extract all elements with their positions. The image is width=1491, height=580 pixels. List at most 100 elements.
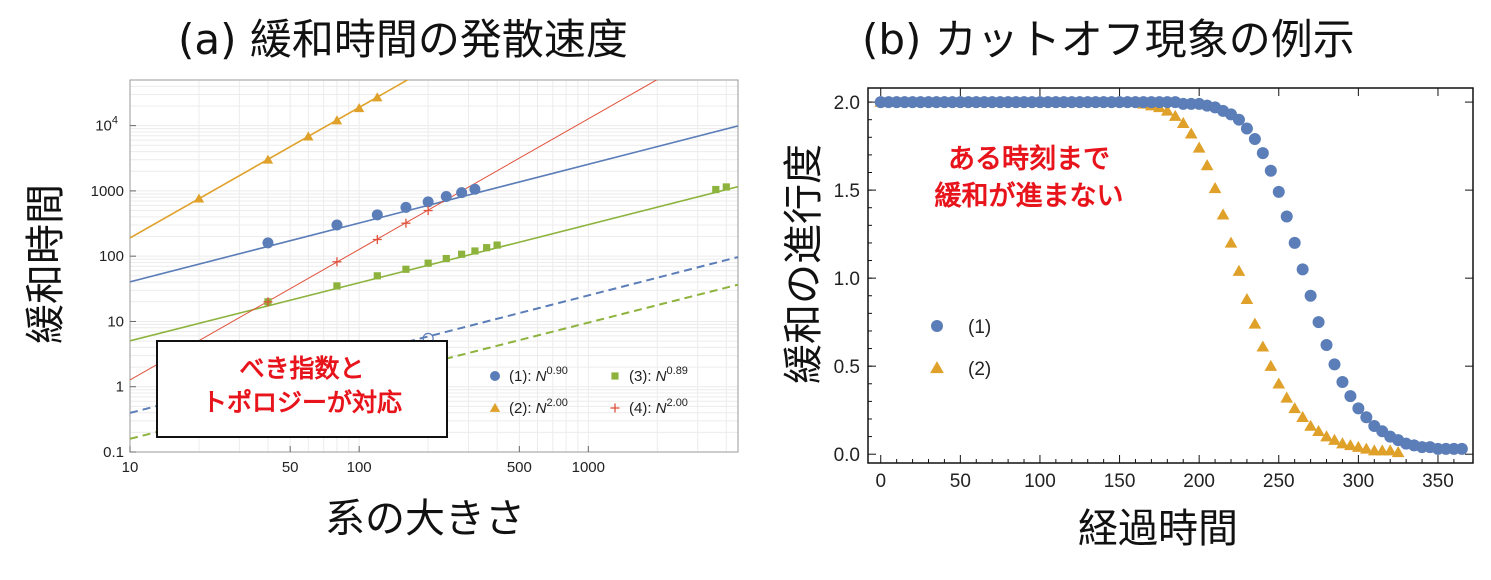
series-1-point [422, 196, 434, 208]
panel-b-chart: 0 50 100 150 200 250 300 350 0.0 0.5 1.0 1.5 2.0 ある時刻… [834, 87, 1474, 492]
panel-a-legend: (1): N0.90(2): N2.00(3): N0.89(4): N2.00 [489, 365, 688, 417]
series-2-point [1383, 444, 1397, 456]
legend-b-marker-1 [931, 320, 943, 332]
series-4-point [263, 297, 273, 307]
panel-b-x-tick-label: 50 [950, 471, 971, 492]
series-2-point [1216, 208, 1230, 220]
series-2-point [1288, 402, 1302, 414]
series-2-point [1312, 424, 1325, 437]
legend-b-marker-2 [930, 361, 944, 374]
series-2-point [1200, 159, 1214, 171]
series-2-point [1248, 317, 1262, 329]
series-1-point [262, 237, 274, 249]
series-4-point [332, 257, 342, 267]
series-2-point [1184, 127, 1198, 139]
panel-a-x-tick-label: 10 [122, 459, 139, 476]
series-2-point [1160, 104, 1174, 116]
series-1-point [1455, 442, 1468, 455]
series-3-point [458, 250, 466, 258]
series-2-point [1336, 437, 1349, 449]
series-2-point [1208, 182, 1222, 194]
series-2-point [1328, 433, 1341, 445]
panel-b-legend: (1) (2) [930, 317, 991, 380]
series-1-point [1240, 122, 1253, 135]
legend-b-label-2: (2) [968, 359, 991, 380]
series-1-point [371, 209, 383, 221]
series-2-point [1272, 377, 1286, 389]
panel-a-x-tick-label: 100 [347, 459, 372, 476]
panel-b-x-tick-label: 200 [1183, 471, 1215, 492]
annotation-line: トポロジーが対応 [202, 388, 402, 417]
panel-b-points [874, 95, 1468, 458]
panel-b-x-tick-label: 0 [875, 471, 886, 492]
series-2-point [1240, 292, 1254, 305]
annotation-box [156, 340, 448, 438]
series-1-point [440, 191, 452, 203]
panel-a-y-tick-label: 100 [99, 248, 124, 265]
panel-a-y-tick-label: 0.1 [103, 444, 124, 461]
series-2-point [1224, 236, 1238, 248]
panel-a-chart: 10 50 100 500 10000.11101001000104べき指数とトポロジー… [91, 79, 739, 476]
series-1-point [1280, 210, 1293, 223]
series-1-point [456, 187, 468, 199]
series-2-point [1344, 439, 1357, 451]
panel-a-y-tick-label: 1000 [91, 183, 124, 200]
panel-a-x-tick-label: 500 [507, 459, 532, 476]
panel-b-x-tick-label: 100 [1024, 471, 1056, 492]
series-1-point [1272, 185, 1285, 198]
series-1-point [1360, 411, 1373, 424]
series-4-point [372, 235, 382, 245]
series-2-point [303, 131, 314, 141]
series-2-point [1256, 340, 1270, 352]
series-2-point [1168, 109, 1182, 121]
series-2-fit-line [130, 80, 409, 239]
series-4-fit-line [130, 80, 658, 381]
series-1-point [331, 219, 343, 231]
series-2-point [1352, 440, 1365, 452]
panel-b-x-tick-label: 250 [1263, 471, 1295, 492]
series-1-point [1336, 376, 1349, 389]
series-3-point [424, 259, 432, 267]
panel-b-x-tick-label: 350 [1422, 471, 1454, 492]
series-2-point [1360, 442, 1373, 454]
panel-b-y-tick-label: 1.0 [834, 269, 860, 290]
annotation-line: べき指数と [239, 354, 364, 383]
series-3-fit-line [130, 185, 738, 342]
series-1-point [400, 201, 412, 213]
panel-b-annotation-line: 緩和が進まない [935, 180, 1124, 212]
panel-a-y-tick-label: 10 [107, 313, 124, 330]
panel-b-annotation-line: ある時刻まで [948, 143, 1110, 175]
legend-marker-3 [611, 372, 619, 380]
panel-b-x-tick-label: 300 [1343, 471, 1375, 492]
series-1-point [1304, 289, 1317, 302]
series-1-point [469, 183, 481, 195]
series-2-point [1367, 444, 1381, 456]
series-4-point [401, 218, 411, 228]
panel-b-y-tick-label: 2.0 [834, 93, 860, 114]
legend-marker-2 [489, 402, 501, 412]
series-2-point [1304, 419, 1317, 431]
series-2-point [372, 92, 383, 102]
panel-a-frame [129, 79, 739, 453]
series-3-point [471, 247, 479, 255]
series-1-point [1248, 133, 1261, 146]
series-3-point [442, 254, 450, 263]
series-3-point [402, 265, 410, 273]
series-2-point [1232, 264, 1246, 276]
series-1-point [1320, 339, 1333, 352]
series-1-fit-line [130, 125, 738, 283]
series-1-point [1344, 390, 1357, 403]
series-3-point [373, 272, 381, 280]
series-2-point [1264, 359, 1278, 371]
legend-marker-1 [490, 371, 500, 381]
panel-a-y-tick-label: 1 [116, 379, 124, 396]
panel-b-x-tick-label: 150 [1104, 471, 1136, 492]
series-1-point [1288, 236, 1301, 249]
panel-b-title: (b) カットオフ現象の例示 [862, 15, 1355, 64]
series-1-point [1232, 113, 1245, 126]
legend-marker-4 [610, 403, 620, 413]
series-2-point [353, 103, 365, 113]
series-1-point [1312, 316, 1325, 329]
panel-b-y-tick-label: 1.5 [834, 181, 860, 202]
